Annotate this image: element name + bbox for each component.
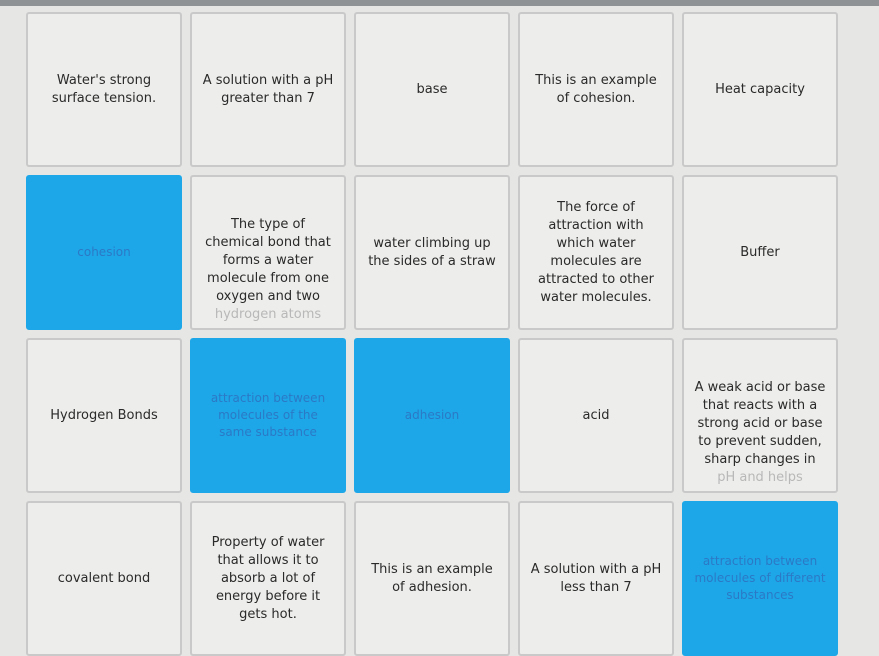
card-content: Buffer: [740, 244, 779, 262]
match-card[interactable]: Buffer: [682, 175, 838, 330]
card-content: Property of water that allows it to abso…: [200, 534, 336, 624]
card-content: The type of chemical bond that forms a w…: [200, 216, 336, 324]
card-content: base: [417, 81, 448, 99]
card-text: acid: [582, 407, 610, 423]
card-text: Hydrogen Bonds: [50, 407, 158, 423]
match-card[interactable]: The force of attraction with which water…: [518, 175, 674, 330]
top-bar: [0, 0, 879, 6]
match-card[interactable]: cohesion: [26, 175, 182, 330]
card-text: A weak acid or base that reacts with a s…: [694, 380, 826, 467]
card-content: acid: [583, 407, 610, 425]
card-text: Heat capacity: [715, 81, 805, 97]
card-content: This is an example of adhesion.: [364, 561, 500, 597]
match-card[interactable]: Hydrogen Bonds: [26, 338, 182, 493]
card-content: attraction between molecules of differen…: [692, 553, 828, 604]
matching-grid: Water's strong surface tension. A solutio…: [26, 12, 838, 656]
card-content: cohesion: [77, 244, 130, 261]
match-card[interactable]: The type of chemical bond that forms a w…: [190, 175, 346, 330]
card-text: A solution with a pH greater than 7: [202, 72, 334, 106]
card-text: The type of chemical bond that forms a w…: [205, 217, 331, 304]
card-text: Water's strong surface tension.: [51, 72, 157, 106]
match-card[interactable]: Property of water that allows it to abso…: [190, 501, 346, 656]
match-card[interactable]: water climbing up the sides of a straw: [354, 175, 510, 330]
match-card[interactable]: A solution with a pH less than 7: [518, 501, 674, 656]
card-text: attraction between molecules of the same…: [210, 391, 326, 439]
card-content: The force of attraction with which water…: [528, 199, 664, 307]
card-content: A weak acid or base that reacts with a s…: [692, 379, 828, 487]
match-card[interactable]: adhesion: [354, 338, 510, 493]
card-text: cohesion: [77, 245, 131, 259]
card-text: attraction between molecules of differen…: [694, 554, 826, 602]
card-content: Hydrogen Bonds: [50, 407, 158, 425]
card-content: A solution with a pH greater than 7: [200, 72, 336, 108]
card-content: A solution with a pH less than 7: [528, 561, 664, 597]
match-card[interactable]: This is an example of adhesion.: [354, 501, 510, 656]
card-text: water climbing up the sides of a straw: [368, 235, 496, 269]
card-text: A solution with a pH less than 7: [530, 561, 662, 595]
card-content: water climbing up the sides of a straw: [364, 235, 500, 271]
card-text: Property of water that allows it to abso…: [211, 534, 325, 622]
card-text-overflow: hydrogen atoms: [214, 307, 322, 322]
match-card[interactable]: A solution with a pH greater than 7: [190, 12, 346, 167]
card-content: Water's strong surface tension.: [36, 72, 172, 108]
match-card[interactable]: acid: [518, 338, 674, 493]
card-text: This is an example of cohesion.: [535, 72, 657, 106]
match-card[interactable]: A weak acid or base that reacts with a s…: [682, 338, 838, 493]
match-card[interactable]: base: [354, 12, 510, 167]
card-text: adhesion: [404, 408, 460, 422]
match-card[interactable]: This is an example of cohesion.: [518, 12, 674, 167]
match-card[interactable]: covalent bond: [26, 501, 182, 656]
card-content: covalent bond: [58, 570, 151, 588]
card-content: This is an example of cohesion.: [528, 72, 664, 108]
card-text: base: [416, 81, 448, 97]
card-text-overflow: pH and helps: [717, 470, 803, 485]
match-card[interactable]: attraction between molecules of the same…: [190, 338, 346, 493]
card-text: The force of attraction with which water…: [538, 199, 654, 305]
match-card[interactable]: Water's strong surface tension.: [26, 12, 182, 167]
card-text: This is an example of adhesion.: [371, 561, 493, 595]
card-text: Buffer: [740, 244, 780, 260]
card-text: covalent bond: [57, 570, 151, 586]
card-content: adhesion: [405, 407, 460, 424]
card-content: Heat capacity: [715, 81, 805, 99]
match-card[interactable]: Heat capacity: [682, 12, 838, 167]
card-content: attraction between molecules of the same…: [200, 390, 336, 441]
match-card[interactable]: attraction between molecules of differen…: [682, 501, 838, 656]
